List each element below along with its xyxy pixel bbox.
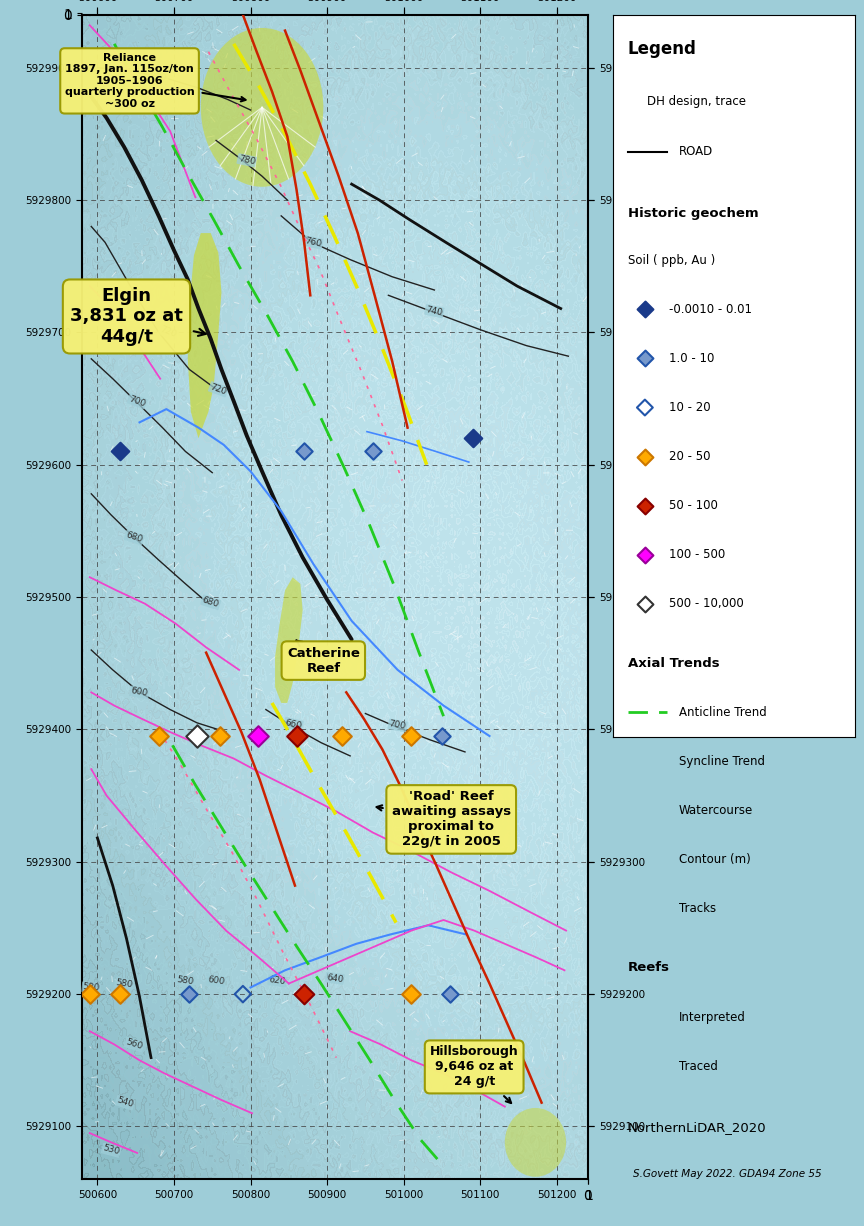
Point (335, 726, 349, 745)
Text: ROAD: ROAD (679, 146, 713, 158)
Text: 580: 580 (115, 978, 133, 989)
Text: Interpreted: Interpreted (679, 1010, 746, 1024)
Point (404, 726, 418, 745)
Text: 'Road' Reef
awaiting assays
proximal to
22g/t in 2005: 'Road' Reef awaiting assays proximal to … (377, 791, 511, 848)
Text: -0.0010 - 0.01: -0.0010 - 0.01 (669, 303, 752, 316)
Text: 800: 800 (149, 71, 168, 82)
Point (213, 726, 227, 745)
Text: Syncline Trend: Syncline Trend (679, 755, 765, 767)
Text: DH design, trace: DH design, trace (647, 94, 746, 108)
Text: 10 - 20: 10 - 20 (669, 401, 711, 414)
Point (638, 348, 651, 368)
Text: 720: 720 (158, 325, 177, 340)
Text: 500 - 10,000: 500 - 10,000 (669, 597, 744, 611)
Point (152, 726, 166, 745)
Text: Historic geochem: Historic geochem (628, 207, 759, 219)
Point (113, 984, 127, 1004)
Point (113, 441, 127, 461)
Text: 700: 700 (128, 394, 147, 408)
Text: 640: 640 (326, 972, 344, 984)
Text: 1.0 - 10: 1.0 - 10 (669, 352, 715, 365)
Text: 780: 780 (238, 154, 256, 167)
Ellipse shape (200, 28, 323, 186)
Text: 740: 740 (425, 305, 444, 318)
Text: 50 - 100: 50 - 100 (669, 499, 718, 512)
Point (182, 984, 196, 1004)
Point (638, 446, 651, 466)
Text: 540: 540 (116, 1096, 135, 1110)
Text: 660: 660 (284, 717, 303, 731)
Point (638, 299, 651, 319)
Point (297, 441, 311, 461)
Text: Hillsborough
9,646 oz at
24 g/t: Hillsborough 9,646 oz at 24 g/t (429, 1046, 518, 1103)
Text: 600: 600 (130, 687, 149, 699)
Point (638, 497, 651, 516)
Text: NorthernLiDAR_2020: NorthernLiDAR_2020 (628, 1121, 766, 1134)
Text: Tracks: Tracks (679, 902, 716, 915)
Text: 680: 680 (124, 531, 143, 544)
Text: 530: 530 (102, 1144, 121, 1157)
Text: S.Govett May 2022. GDA94 Zone 55: S.Govett May 2022. GDA94 Zone 55 (632, 1170, 822, 1179)
Point (638, 546, 651, 565)
Point (190, 726, 204, 745)
Point (297, 984, 311, 1004)
Text: 580: 580 (176, 975, 194, 987)
Point (638, 397, 651, 417)
Text: 580: 580 (82, 982, 100, 993)
Text: Soil ( ppb, Au ): Soil ( ppb, Au ) (628, 254, 715, 267)
Text: Reefs: Reefs (628, 961, 670, 975)
Text: 20 - 50: 20 - 50 (669, 450, 710, 463)
Point (442, 984, 456, 1004)
Text: Reliance
1897, Jan. 115oz/ton
1905–1906
quarterly production
~300 oz: Reliance 1897, Jan. 115oz/ton 1905–1906 … (65, 53, 245, 109)
Text: 700: 700 (388, 720, 407, 732)
Text: Anticline Trend: Anticline Trend (679, 706, 766, 718)
Text: 680: 680 (201, 596, 220, 609)
Text: Watercourse: Watercourse (679, 804, 753, 817)
Text: 720: 720 (209, 383, 228, 396)
Point (289, 726, 303, 745)
Point (404, 984, 418, 1004)
Text: Contour (m): Contour (m) (679, 853, 751, 866)
Point (638, 595, 651, 614)
Polygon shape (275, 577, 302, 702)
Text: Axial Trends: Axial Trends (628, 657, 720, 669)
Ellipse shape (505, 1108, 566, 1177)
Text: 600: 600 (207, 975, 226, 987)
Point (466, 428, 480, 447)
Text: Catherine
Reef: Catherine Reef (287, 640, 359, 674)
Point (366, 441, 380, 461)
Text: 620: 620 (268, 975, 287, 987)
Text: Traced: Traced (679, 1059, 718, 1073)
Point (435, 726, 449, 745)
Point (83, 984, 97, 1004)
Text: Legend: Legend (628, 40, 697, 58)
Point (251, 726, 265, 745)
Text: Elgin
3,831 oz at
44g/t: Elgin 3,831 oz at 44g/t (70, 287, 206, 346)
Point (236, 984, 250, 1004)
Text: 760: 760 (304, 237, 323, 249)
Text: 560: 560 (124, 1037, 143, 1052)
Text: 100 - 500: 100 - 500 (669, 548, 726, 562)
Polygon shape (187, 233, 221, 438)
